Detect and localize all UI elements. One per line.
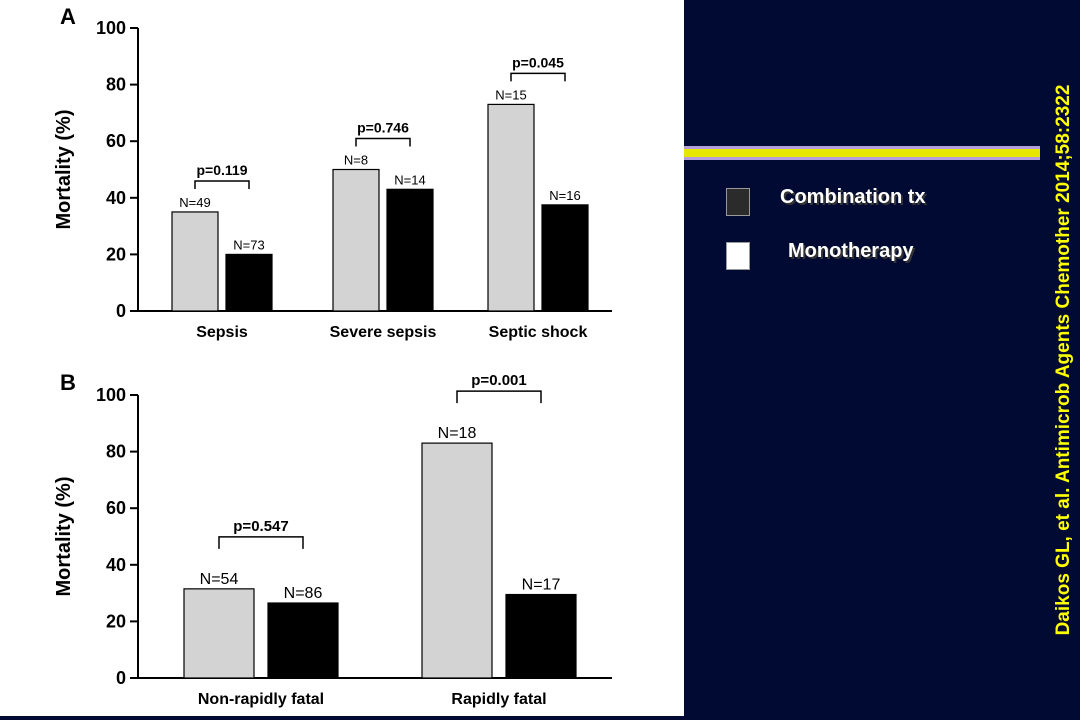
bottom-divider: [0, 716, 684, 720]
combination-legend-label: Combination tx: [780, 186, 926, 208]
panel-a-p-bracket: [194, 180, 250, 189]
panel-a-p-bracket: [510, 72, 566, 82]
panel-b-p-value: p=0.001: [471, 372, 526, 389]
panel-a-bar-combination: [171, 211, 219, 312]
monotherapy-legend-swatch: [726, 242, 750, 270]
panel-b-y-axis-title: Mortality (%): [53, 477, 75, 597]
panel-a-bar-monotherapy: [386, 188, 434, 312]
combination-legend-swatch: [726, 188, 750, 216]
panel-a-n-label: N=14: [394, 172, 425, 187]
panel-b-bar-monotherapy: [505, 593, 577, 679]
panel-a-n-label: N=73: [233, 237, 264, 252]
panel-b-n-label: N=18: [438, 425, 477, 442]
panel-a-y-axis-title: Mortality (%): [53, 110, 75, 230]
panel-b-n-label: N=17: [522, 577, 561, 594]
panel-b-y-tick-label: 20: [106, 611, 126, 631]
panel-a-y-tick-label: 40: [106, 188, 126, 208]
panel-a-y-tick-label: 60: [106, 131, 126, 151]
panel-a-n-label: N=16: [549, 188, 580, 203]
panel-b-category-label: Rapidly fatal: [451, 691, 546, 708]
panel-a-bar-monotherapy: [225, 253, 273, 312]
panel-b-y-tick-label: 40: [106, 555, 126, 575]
citation: Daikos GL, et al. Antimicrob Agents Chem…: [1053, 84, 1074, 636]
mortality-charts: A 0 20 40 60 80 100 Mortality (%) N=49 N=73 Sepsis…: [53, 4, 612, 708]
panel-a-n-label: N=8: [344, 153, 368, 168]
panel-a-n-label: N=49: [179, 195, 210, 210]
monotherapy-legend-label: Monotherapy: [788, 240, 914, 262]
panel-a-y-tick-label: 20: [106, 244, 126, 264]
stripe-lavender-top: [684, 146, 1040, 149]
panel-a-p-value: p=0.746: [357, 120, 409, 136]
panel-b-y-tick-label: 80: [106, 442, 126, 462]
chart-area: A 0 20 40 60 80 100 Mortality (%) N=49 N=73 Sepsis…: [53, 4, 612, 708]
panel-a-bar-monotherapy: [541, 204, 589, 312]
panel-b-n-label: N=86: [284, 585, 323, 602]
panel-b-label: B: [60, 370, 76, 395]
panel-b-p-value: p=0.547: [233, 518, 288, 535]
panel-b-bar-combination: [183, 588, 255, 679]
panel-b-bar-monotherapy: [267, 602, 339, 679]
panel-b-n-label: N=54: [200, 571, 239, 588]
panel-a-category-label: Septic shock: [489, 324, 588, 341]
panel-a-y-tick-label: 0: [116, 301, 126, 321]
panel-a-bar-combination: [332, 168, 380, 312]
panel-a-p-bracket: [355, 137, 411, 147]
panel-a-category-label: Severe sepsis: [330, 324, 437, 341]
panel-b-y-tick-label: 60: [106, 498, 126, 518]
panel-a-y-tick-label: 100: [96, 18, 126, 38]
panel-b-bar-combination: [421, 442, 493, 679]
panel-a-p-value: p=0.045: [512, 54, 564, 70]
panel-a-p-value: p=0.119: [197, 162, 248, 178]
panel-a-n-label: N=15: [495, 87, 526, 102]
panel-a-category-label: Sepsis: [196, 324, 248, 341]
panel-a-bar-combination: [487, 103, 535, 312]
panel-a-label: A: [60, 4, 76, 29]
panel-b-p-bracket: [456, 390, 542, 404]
stripe-yellow: [684, 149, 1040, 157]
panel-b-p-bracket: [218, 536, 304, 549]
panel-b-y-tick-label: 0: [116, 668, 126, 688]
panel-b-y-tick-label: 100: [96, 385, 126, 405]
stripe-lavender-bottom: [684, 157, 1040, 160]
panel-a-y-tick-label: 80: [106, 75, 126, 95]
panel-b-category-label: Non-rapidly fatal: [198, 691, 324, 708]
right-panel: Combination tx Monotherapy: [684, 0, 1080, 720]
